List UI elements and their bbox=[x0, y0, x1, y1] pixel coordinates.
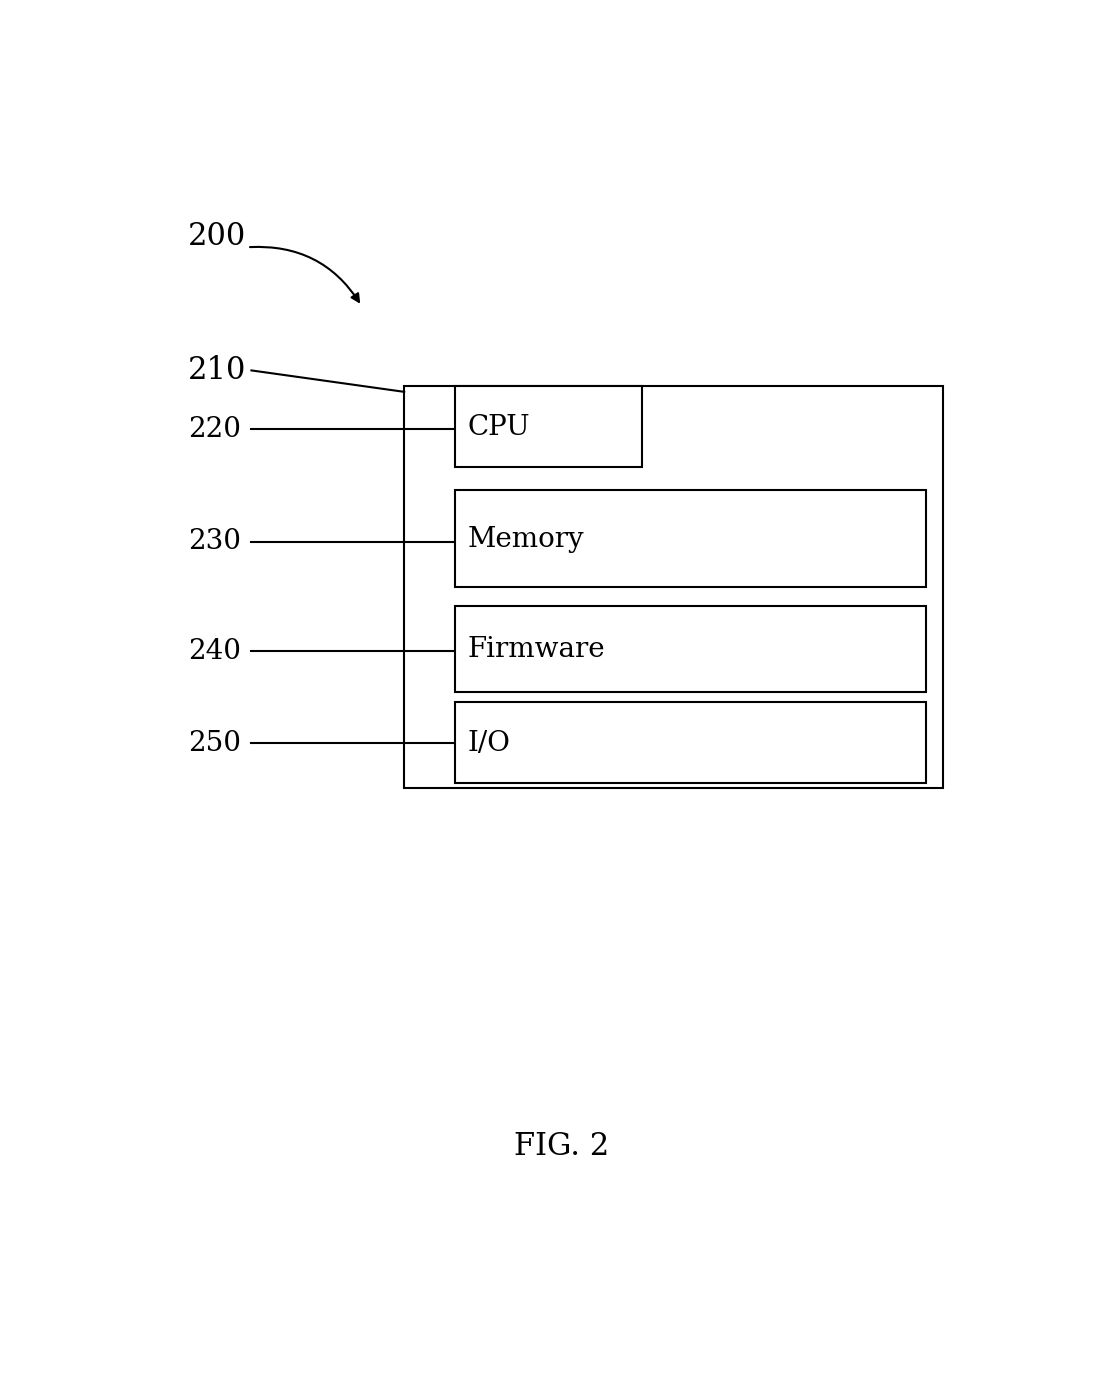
Text: 240: 240 bbox=[188, 637, 241, 665]
Text: Firmware: Firmware bbox=[468, 637, 606, 664]
Text: 220: 220 bbox=[188, 416, 241, 442]
Bar bbox=[456, 387, 642, 467]
Text: 200: 200 bbox=[188, 221, 246, 252]
Bar bbox=[404, 387, 943, 789]
Bar bbox=[456, 606, 926, 691]
Bar bbox=[456, 702, 926, 783]
Bar bbox=[456, 491, 926, 587]
Text: 250: 250 bbox=[188, 730, 241, 757]
Text: 210: 210 bbox=[188, 355, 246, 385]
Text: I/O: I/O bbox=[468, 730, 510, 757]
Text: Memory: Memory bbox=[468, 526, 585, 554]
Text: CPU: CPU bbox=[468, 413, 530, 441]
Text: 230: 230 bbox=[188, 529, 241, 555]
Text: FIG. 2: FIG. 2 bbox=[514, 1131, 609, 1163]
